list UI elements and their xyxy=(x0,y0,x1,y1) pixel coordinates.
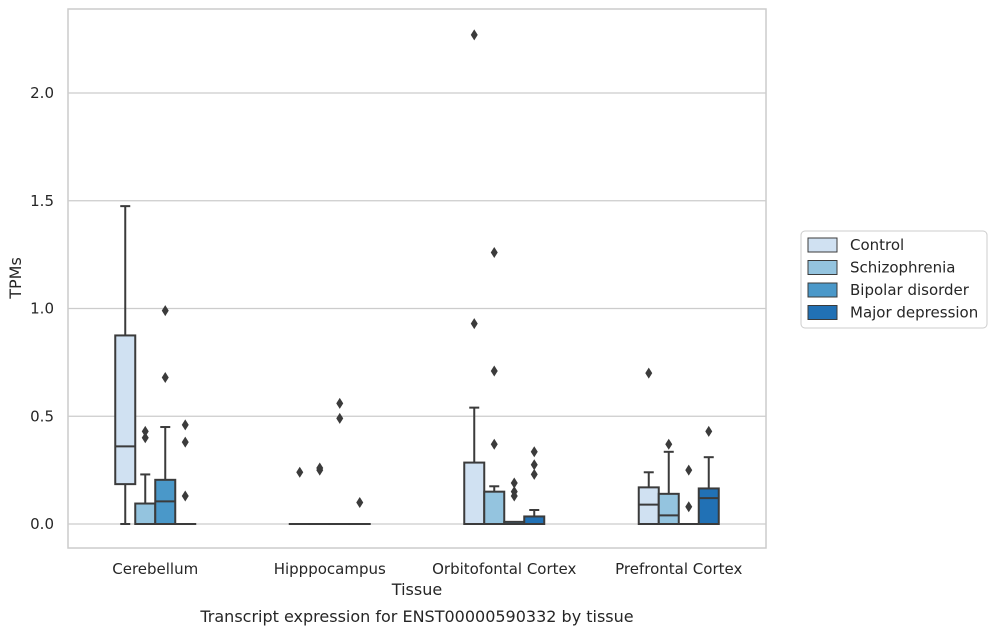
x-tick-label: Cerebellum xyxy=(112,560,198,578)
box-group xyxy=(348,496,371,526)
outlier-point xyxy=(470,318,478,330)
outlier-point xyxy=(316,462,324,474)
outlier-point xyxy=(705,425,713,437)
plot-area xyxy=(68,9,766,548)
box-group xyxy=(503,477,526,525)
legend-swatch xyxy=(807,237,838,253)
outlier-point xyxy=(336,397,344,409)
outlier-point xyxy=(181,436,189,448)
box-body xyxy=(114,334,137,486)
y-tick-label: 1.5 xyxy=(30,192,54,210)
outlier-point xyxy=(490,365,498,377)
box-group xyxy=(637,367,660,525)
outlier-point xyxy=(470,29,478,41)
box-group xyxy=(114,205,137,525)
x-tick-label: Hipppocampus xyxy=(274,560,386,578)
outlier-point xyxy=(161,371,169,383)
legend-label: Schizophrenia xyxy=(850,259,955,277)
box-group xyxy=(288,466,311,526)
legend-label: Control xyxy=(850,236,904,254)
y-tick-label: 0.5 xyxy=(30,407,54,425)
outlier-point xyxy=(685,464,693,476)
y-tick-label: 0.0 xyxy=(30,515,54,533)
legend-label: Major depression xyxy=(850,304,978,322)
box-group xyxy=(154,305,177,526)
box-body xyxy=(134,502,157,525)
outlier-point xyxy=(356,496,364,508)
box-group xyxy=(174,419,197,526)
outlier-point xyxy=(665,438,673,450)
legend-frame xyxy=(800,230,988,329)
outlier-point xyxy=(141,432,149,444)
outlier-point xyxy=(181,419,189,431)
outlier-point xyxy=(510,477,518,489)
box-group xyxy=(483,246,506,525)
box-body xyxy=(483,490,506,525)
box-body xyxy=(637,486,660,525)
outlier-point xyxy=(530,459,538,471)
box-group xyxy=(523,446,546,526)
box-body xyxy=(463,461,486,525)
outlier-point xyxy=(336,412,344,424)
legend-swatch xyxy=(807,282,838,298)
legend-label: Bipolar disorder xyxy=(850,281,970,299)
outlier-point xyxy=(141,425,149,437)
outlier-point xyxy=(296,466,304,478)
box-body xyxy=(657,492,680,525)
plot-frame xyxy=(67,8,767,549)
outlier-point xyxy=(530,446,538,458)
boxes xyxy=(114,29,720,526)
y-tick-label: 2.0 xyxy=(30,84,54,102)
box-body xyxy=(697,487,720,526)
outlier-point xyxy=(530,468,538,480)
x-tick-label: Prefrontal Cortex xyxy=(615,560,742,578)
y-tick-labels: 0.0 0.5 1.0 1.5 2.0 xyxy=(30,84,54,533)
outlier-point xyxy=(645,367,653,379)
outlier-point xyxy=(490,438,498,450)
outlier-point xyxy=(685,501,693,513)
x-axis-label: Tissue xyxy=(391,580,442,599)
outlier-point xyxy=(161,305,169,317)
chart-caption: Transcript expression for ENST0000059033… xyxy=(199,607,633,626)
legend-swatch xyxy=(807,260,838,275)
y-axis-label: TPMs xyxy=(6,257,25,300)
box-body xyxy=(523,515,546,526)
box-group xyxy=(697,425,720,526)
outlier-point xyxy=(181,490,189,502)
x-tick-labels: Cerebellum Hipppocampus Orbitofontal Corte… xyxy=(112,560,742,578)
box-group xyxy=(657,438,680,525)
outlier-point xyxy=(490,246,498,258)
legend-swatch xyxy=(807,305,838,320)
outlier-point xyxy=(510,486,518,498)
y-tick-label: 1.0 xyxy=(30,300,54,318)
legend: Control Schizophrenia Bipolar disorder Majo… xyxy=(800,230,988,329)
x-tick-label: Orbitofontal Cortex xyxy=(432,560,576,578)
